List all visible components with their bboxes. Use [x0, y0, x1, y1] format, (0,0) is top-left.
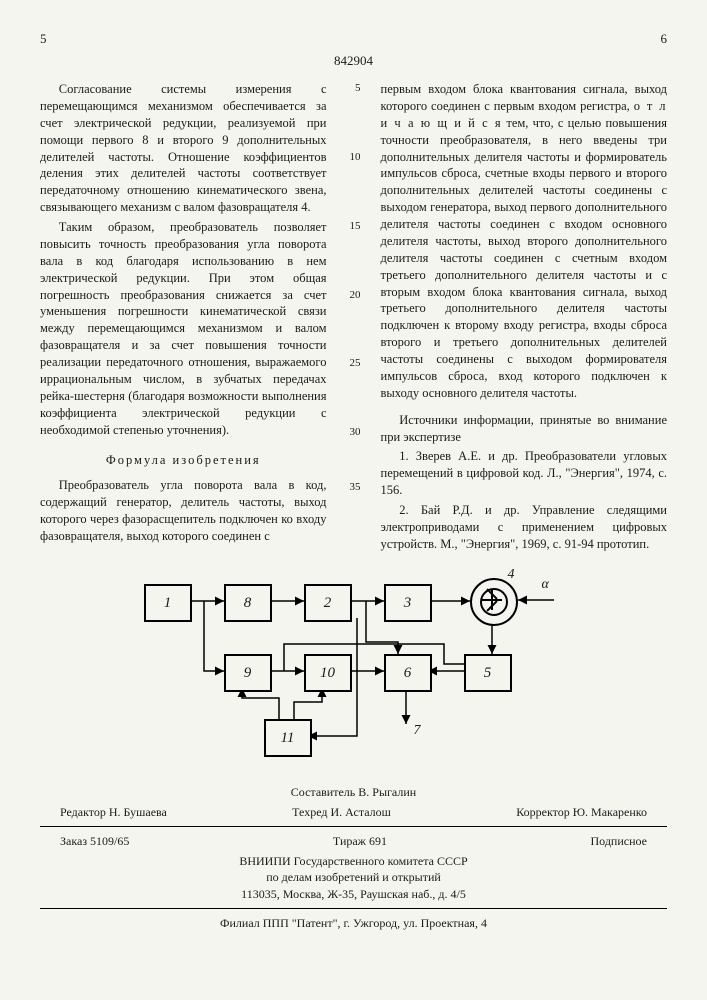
tech: Техред И. Асталош — [292, 804, 391, 820]
sources-title: Источники информации, принятые во вниман… — [381, 412, 668, 446]
left-p3: Преобразователь угла поворота вала в код… — [40, 477, 327, 545]
addr2: Филиал ППП "Патент", г. Ужгород, ул. Про… — [40, 915, 667, 931]
ref1: 1. Зверев А.Е. и др. Преобразователи угл… — [381, 448, 668, 499]
block-5: 5 — [464, 654, 512, 692]
order: Заказ 5109/65 — [60, 833, 129, 849]
left-p2: Таким образом, преобразователь позволяет… — [40, 219, 327, 438]
block-10: 10 — [304, 654, 352, 692]
editor: Редактор Н. Бушаева — [60, 804, 167, 820]
right-column: первым входом блока квантования сигнала,… — [381, 81, 668, 556]
block-8: 8 — [224, 584, 272, 622]
label-alpha: α — [542, 576, 549, 595]
formula-title: Формула изобретения — [40, 452, 327, 469]
org1: ВНИИПИ Государственного комитета СССР — [40, 853, 667, 869]
label-7: 7 — [414, 722, 421, 741]
block-1: 1 — [144, 584, 192, 622]
phase-rotator-circle — [470, 578, 518, 626]
doc-number: 842904 — [40, 52, 667, 70]
block-diagram: 1 8 2 3 9 10 6 5 11 4 α 7 — [134, 574, 574, 764]
block-11: 11 — [264, 719, 312, 757]
block-9: 9 — [224, 654, 272, 692]
footer: Составитель В. Рыгалин Редактор Н. Бушае… — [40, 784, 667, 931]
tirazh: Тираж 691 — [333, 833, 387, 849]
left-p1: Согласование системы измерения с перемещ… — [40, 81, 327, 216]
addr1: 113035, Москва, Ж-35, Раушская наб., д. … — [40, 886, 667, 902]
block-6: 6 — [384, 654, 432, 692]
page-right: 6 — [661, 30, 668, 48]
label-4: 4 — [508, 566, 515, 585]
org2: по делам изобретений и открытий — [40, 869, 667, 885]
left-column: Согласование системы измерения с перемещ… — [40, 81, 327, 556]
compiler: Составитель В. Рыгалин — [40, 784, 667, 800]
ref2: 2. Бай Р.Д. и др. Управление следящими э… — [381, 502, 668, 553]
corrector: Корректор Ю. Макаренко — [516, 804, 647, 820]
right-p1: первым входом блока квантования сигнала,… — [381, 81, 668, 402]
line-numbers: 5 10 15 20 25 30 35 — [347, 81, 361, 556]
page-left: 5 — [40, 30, 47, 48]
block-3: 3 — [384, 584, 432, 622]
block-2: 2 — [304, 584, 352, 622]
sub: Подписное — [591, 833, 648, 849]
